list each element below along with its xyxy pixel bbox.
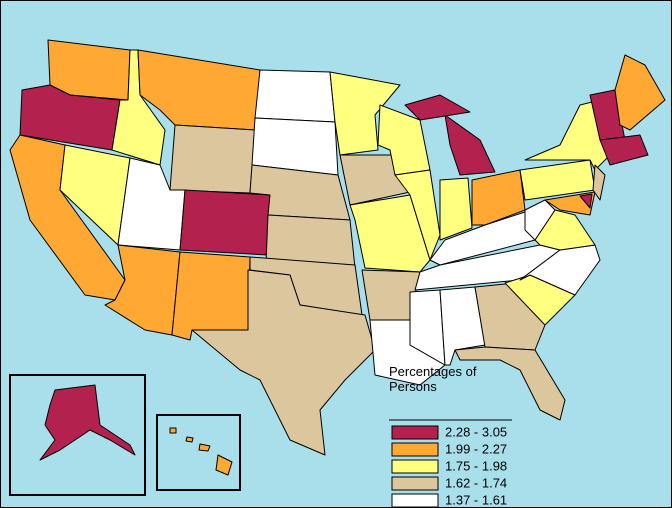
legend-swatch bbox=[391, 425, 439, 440]
legend-label: 1.99 - 2.27 bbox=[445, 441, 507, 456]
state bbox=[592, 164, 606, 201]
legend-title: Percentages of Persons bbox=[389, 364, 477, 394]
state bbox=[454, 346, 566, 421]
state bbox=[599, 134, 649, 166]
state bbox=[579, 193, 593, 209]
legend-label: 2.28 - 3.05 bbox=[445, 424, 507, 439]
legend: 2.28 - 3.05 1.99 - 2.27 1.75 - 1.98 1.62 - … bbox=[391, 424, 507, 508]
state bbox=[394, 169, 441, 261]
state bbox=[169, 427, 177, 434]
legend-swatch bbox=[391, 476, 439, 491]
state bbox=[215, 454, 233, 476]
legend-swatch bbox=[391, 442, 439, 457]
state bbox=[524, 199, 556, 241]
state bbox=[191, 269, 376, 456]
hawaii-inset bbox=[156, 414, 241, 491]
state bbox=[179, 189, 271, 256]
states bbox=[9, 39, 666, 456]
state bbox=[329, 71, 401, 156]
state bbox=[614, 54, 666, 131]
state bbox=[439, 177, 473, 241]
state bbox=[404, 94, 471, 121]
state bbox=[39, 384, 136, 461]
state bbox=[444, 114, 496, 176]
state bbox=[471, 169, 526, 226]
state bbox=[198, 443, 211, 452]
legend-label: 1.75 - 1.98 bbox=[445, 458, 507, 473]
state bbox=[169, 124, 256, 194]
legend-swatch bbox=[391, 459, 439, 474]
state bbox=[171, 251, 251, 341]
legend-swatch bbox=[391, 493, 439, 508]
legend-label: 1.37 - 1.61 bbox=[445, 492, 507, 507]
state bbox=[254, 69, 336, 123]
legend-label: 1.62 - 1.74 bbox=[445, 475, 507, 490]
state bbox=[185, 436, 194, 443]
